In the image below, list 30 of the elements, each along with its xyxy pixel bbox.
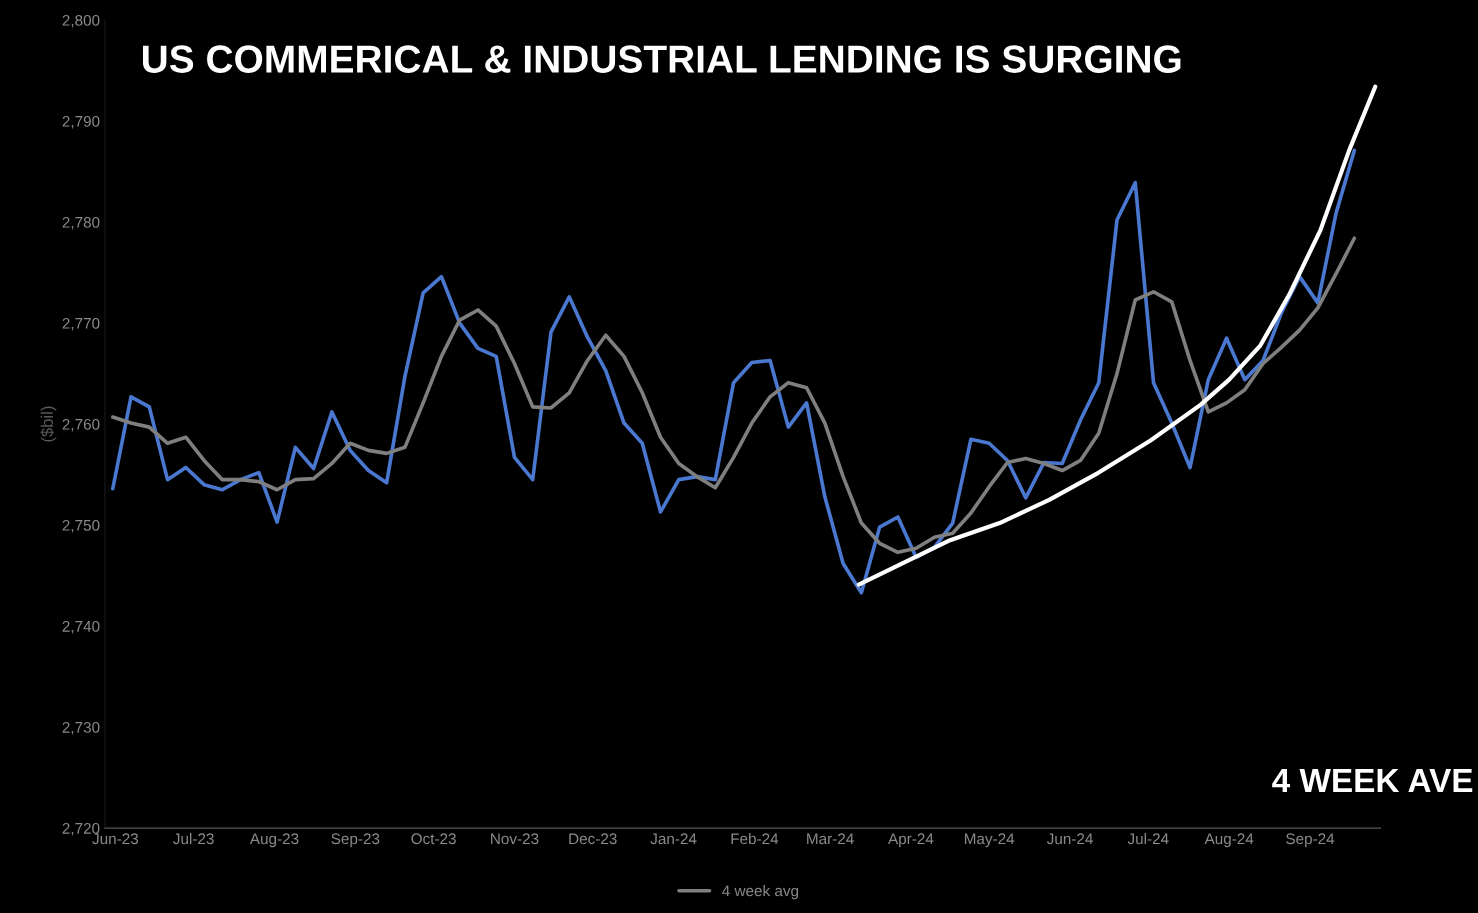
x-tick-label: Jul-24 [1127,832,1169,845]
legend-label: 4 week avg [722,885,799,900]
y-tick-label: 2,790 [62,115,100,129]
annotation: 4 WEEK AVE [1272,769,1473,792]
x-tick-label: Aug-23 [249,833,299,848]
x-tick-label: Nov-23 [491,833,539,845]
line-series [110,148,1357,595]
y-tick-label: 2,750 [62,519,100,533]
x-tick-label: Jun-24 [1046,833,1093,845]
x-tick-label: Oct-23 [411,833,456,845]
x-tick-label: Feb-24 [731,832,779,845]
x-tick-label: Mar-24 [807,833,854,845]
y-axis-title: ($bil) [40,406,57,442]
y-tick-label: 2,730 [62,721,100,735]
y-tick-label: 2,780 [62,216,100,230]
x-tick-label: Dec-23 [569,833,617,845]
x-tick-label: Aug-24 [1204,833,1254,848]
x-tick-label: Apr-24 [888,833,934,848]
x-tick-label: May-24 [964,833,1015,848]
x-tick-label: Jul-23 [173,832,214,845]
x-tick-label: Sep-24 [1286,833,1335,848]
y-tick-label: 2,740 [62,620,100,634]
y-tick-label: 2,760 [62,418,100,432]
x-tick-label: Jan-24 [650,833,697,845]
y-tick-label: 2,770 [62,317,100,331]
text: US COMMERICAL & INDUSTRIAL LENDING IS SURGING [142,45,1181,73]
y-tick-label: 2,800 [62,14,100,28]
line-series [856,84,1378,587]
line-series [110,236,1357,555]
x-tick-label: Sep-23 [331,833,380,848]
